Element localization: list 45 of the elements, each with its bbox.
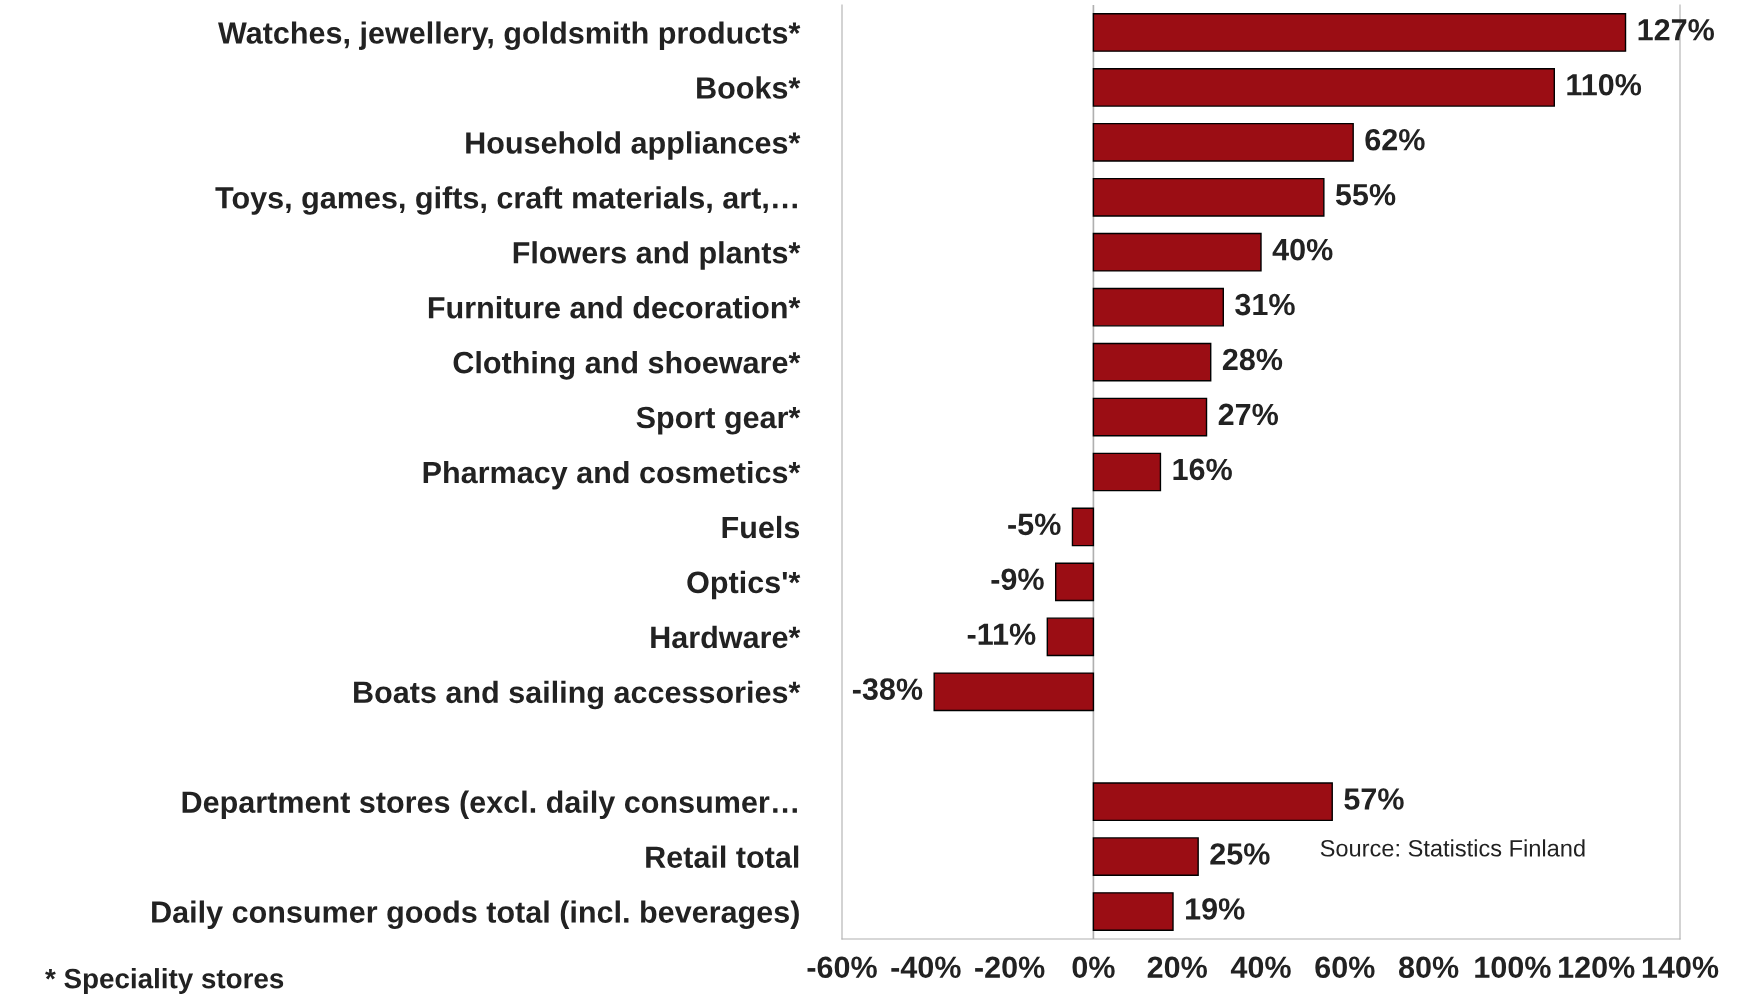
y-tick-label: Retail total <box>646 845 799 868</box>
x-tick-label: 140% <box>1642 956 1719 979</box>
x-tick-label: 40% <box>1230 956 1291 979</box>
data-label: 16% <box>1173 458 1232 481</box>
data-label: 28% <box>1222 348 1283 371</box>
data-label: 19% <box>1186 898 1245 920</box>
y-tick-label: Flowers and plants* <box>513 241 801 270</box>
y-tick-label: Watches, jewellery, goldsmith products* <box>218 21 801 51</box>
x-tick-label: -20% <box>975 956 1045 979</box>
annotation: Source: Statistics Finland <box>1320 839 1585 857</box>
y-tick-label: Clothing and shoeware* <box>453 351 801 380</box>
y-tick-label: Department stores (excl. daily consumer… <box>182 790 797 820</box>
y-tick-label: Daily consumer goods total (incl. beverages) <box>152 900 799 930</box>
x-tick-label: 120% <box>1559 956 1635 979</box>
y-tick-label: Fuels <box>722 515 800 539</box>
y-tick-label: Household appliances* <box>466 131 801 160</box>
x-tick-label: 20% <box>1147 956 1207 979</box>
y-tick-label: Optics'* <box>687 570 801 600</box>
x-tick-label: 100% <box>1475 956 1551 979</box>
data-label: -11% <box>967 623 1036 645</box>
data-label: 31% <box>1235 293 1295 316</box>
y-tick-label: Books* <box>697 76 801 99</box>
y-tick-label: Sport gear* <box>636 406 801 435</box>
data-label: 110% <box>1567 73 1642 96</box>
data-label: -9% <box>991 568 1044 591</box>
text: * Speciality stores <box>45 968 284 994</box>
data-label: 127% <box>1638 19 1714 41</box>
y-tick-label: Boats and sailing accessories* <box>354 680 801 710</box>
y-tick-label: Hardware* <box>651 625 801 649</box>
data-label: 40% <box>1272 238 1333 261</box>
x-tick-label: 80% <box>1398 956 1459 979</box>
x-tick-label: 60% <box>1315 956 1375 979</box>
y-tick-label: Pharmacy and cosmetics* <box>423 460 801 490</box>
x-tick-label: -60% <box>807 956 877 979</box>
data-label: 25% <box>1210 843 1270 865</box>
data-label: 55% <box>1335 183 1396 206</box>
x-tick-label: 0% <box>1072 956 1115 979</box>
x-tick-label: -40% <box>891 956 961 979</box>
data-label: 62% <box>1365 128 1425 151</box>
data-label: 57% <box>1344 788 1404 810</box>
data-label: -38% <box>852 678 923 701</box>
y-tick-label: Toys, games, gifts, craft materials, art,… <box>215 186 797 215</box>
data-label: -5% <box>1008 513 1061 536</box>
data-label: 27% <box>1218 403 1278 426</box>
y-tick-label: Furniture and decoration* <box>428 296 801 319</box>
